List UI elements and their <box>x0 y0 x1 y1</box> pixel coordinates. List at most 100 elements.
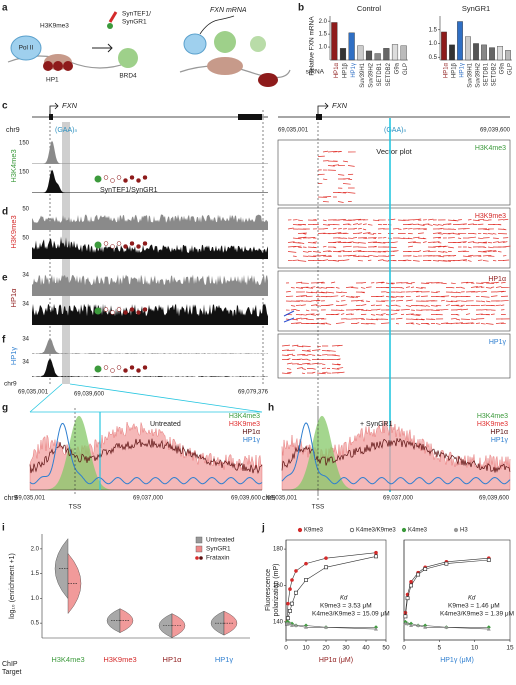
vector-arrow <box>480 291 487 293</box>
vector-arrow <box>450 282 456 285</box>
exon <box>238 114 262 120</box>
vector-arrow <box>440 322 449 324</box>
overlay-title: Untreated <box>150 421 181 428</box>
legend-marker <box>401 527 407 533</box>
vector-arrow <box>360 304 367 306</box>
track-scale: 150 <box>19 170 30 176</box>
construct-bead <box>110 244 115 249</box>
vector-arrow <box>296 358 303 360</box>
vector-arrow <box>367 224 373 226</box>
vector-arrow <box>482 260 489 262</box>
vector-arrow <box>362 228 367 231</box>
vector-arrow <box>405 322 414 324</box>
vector-arrow <box>465 291 475 293</box>
vector-arrow <box>377 259 384 261</box>
track-label: H3K9me3 <box>475 213 506 220</box>
label: 69,035,001 <box>267 496 298 502</box>
vector-arrow <box>467 260 472 262</box>
label: chr9 <box>4 381 17 388</box>
vector-arrow <box>287 251 297 253</box>
vector-arrow <box>495 286 502 288</box>
vector-arrow <box>337 218 346 221</box>
point <box>324 565 328 570</box>
vector-arrow <box>465 281 474 284</box>
vector-arrow <box>500 300 509 302</box>
point <box>409 580 413 584</box>
vector-arrow <box>300 304 306 306</box>
x-tick-label: 0 <box>284 645 288 652</box>
vector-arrow <box>295 281 303 284</box>
vector-arrow <box>390 296 397 298</box>
vector-arrow <box>432 260 439 262</box>
vector-arrow <box>297 219 303 222</box>
tss-arrow <box>49 102 59 114</box>
legend-label: H3K4me3 <box>477 413 508 420</box>
vector-arrow <box>300 314 307 316</box>
vector-arrow <box>390 313 398 315</box>
vector-arrow <box>427 224 433 226</box>
vector-arrow <box>425 323 430 325</box>
vector-arrow <box>342 223 350 225</box>
label: 69,035,001 <box>15 496 46 502</box>
tss-arrow <box>317 102 329 114</box>
construct-bead <box>136 368 141 373</box>
y-tick-label: 140 <box>273 619 284 625</box>
vector-arrow <box>367 241 378 243</box>
x-tick-label: HP1γ <box>215 655 234 664</box>
vector-arrow <box>327 165 335 167</box>
construct-bead <box>129 365 135 370</box>
x-tick-label: 20 <box>322 645 330 652</box>
x-tick-label: SETDB2 <box>386 62 392 86</box>
vector-arrow <box>322 224 330 226</box>
vector-arrow <box>415 287 423 289</box>
vector-arrow <box>370 318 379 321</box>
vector-arrow <box>312 219 317 221</box>
legend-label: K4me3 <box>408 528 428 534</box>
point <box>416 623 421 627</box>
vector-arrow <box>347 178 353 180</box>
vector-arrow <box>422 223 430 225</box>
vector-arrow <box>357 242 366 244</box>
vector-arrow <box>352 227 358 230</box>
line-hp1g <box>29 422 263 485</box>
vector-arrow <box>502 241 508 243</box>
vector-arrow <box>281 344 290 347</box>
vector-arrow <box>480 281 490 284</box>
vector-arrow <box>462 255 472 258</box>
label: 69,039,600 <box>74 392 105 398</box>
vector-arrow <box>477 218 485 221</box>
vector-arrow <box>327 150 337 153</box>
vector-arrow <box>475 282 484 284</box>
x-tick-label: H3K9me3 <box>103 655 136 664</box>
label: SynTEF1/ <box>122 11 151 18</box>
zoom-lines <box>29 383 263 413</box>
vector-arrow <box>412 236 420 239</box>
annotation: K4me3/K9me3 = 15.09 μM <box>312 611 390 618</box>
y-label: Fluorescence <box>265 569 272 611</box>
vector-arrow <box>417 250 422 252</box>
point <box>294 569 298 573</box>
vector-arrow <box>337 250 345 252</box>
vector-arrow <box>437 245 447 248</box>
panel-letter: b <box>298 3 304 14</box>
vector-arrow <box>357 223 362 225</box>
vector-arrow <box>482 228 490 231</box>
vector-arrow <box>367 254 373 257</box>
vector-arrow <box>485 287 492 289</box>
label: 69,039,600 <box>479 496 510 502</box>
vector-arrow <box>337 174 345 176</box>
vector-arrow <box>337 201 344 203</box>
vector-arrow <box>470 318 477 320</box>
vector-arrow <box>457 259 468 261</box>
vector-arrow <box>420 282 430 284</box>
vector-arrow <box>477 237 484 240</box>
vector-arrow <box>452 219 459 222</box>
vector-arrow <box>480 300 486 303</box>
vector-arrow <box>397 219 406 221</box>
legend-label: K9me3 <box>304 528 324 534</box>
x-tick-label: 50 <box>382 645 390 652</box>
vector-arrow <box>490 295 498 297</box>
vector-arrow <box>400 287 405 289</box>
bar <box>473 43 479 61</box>
construct-bead <box>103 241 109 246</box>
